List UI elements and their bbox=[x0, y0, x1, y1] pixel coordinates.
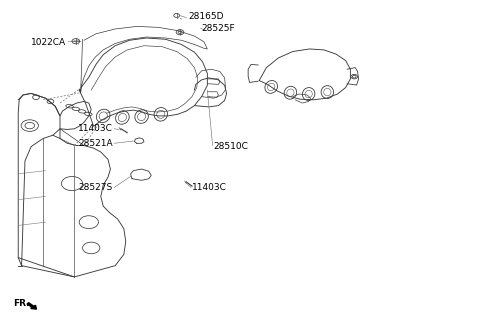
Text: 28165D: 28165D bbox=[188, 12, 224, 21]
Text: 28521A: 28521A bbox=[78, 139, 113, 148]
Text: 1022CA: 1022CA bbox=[31, 38, 66, 47]
Text: 28525F: 28525F bbox=[202, 24, 235, 33]
FancyArrow shape bbox=[27, 303, 36, 309]
Text: 28510C: 28510C bbox=[214, 142, 249, 151]
Text: 11403C: 11403C bbox=[78, 124, 113, 133]
Text: 11403C: 11403C bbox=[192, 183, 227, 192]
Text: 28527S: 28527S bbox=[79, 183, 113, 192]
Text: FR.: FR. bbox=[13, 299, 30, 308]
